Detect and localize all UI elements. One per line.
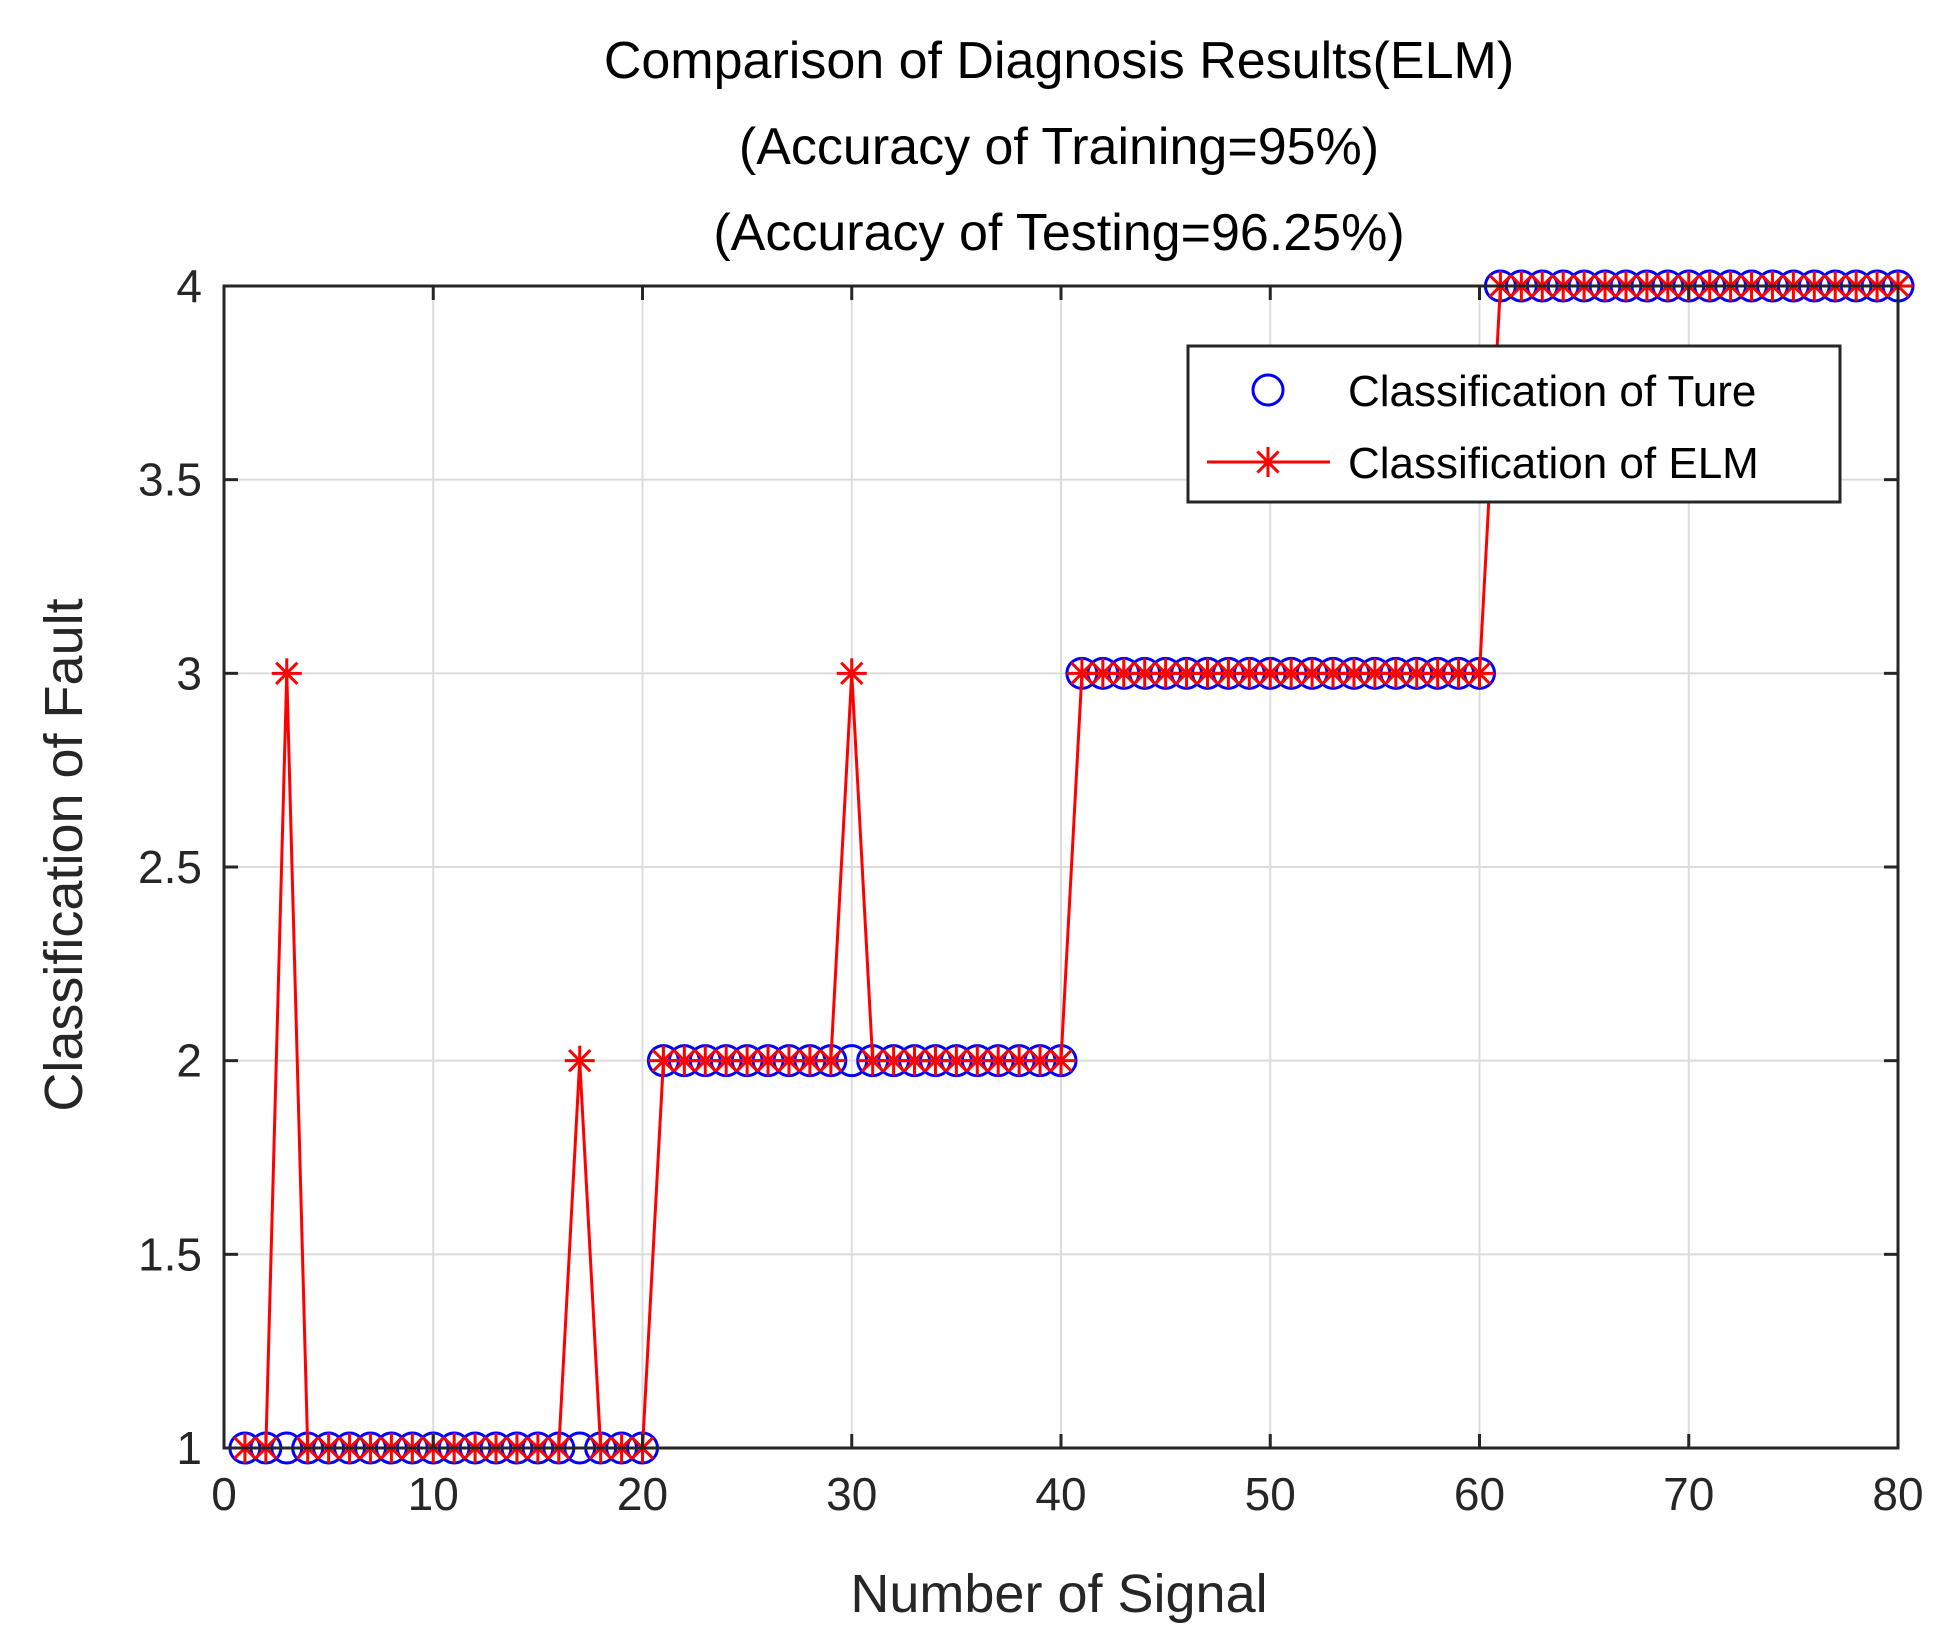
y-tick-label: 2.5 [138, 841, 202, 893]
x-axis-label: Number of Signal [850, 1564, 1267, 1624]
y-axis-label: Classification of Fault [34, 598, 94, 1111]
tick-labels: 0 10 20 30 40 50 60 70 80 1 1.5 2 2.5 3 3.5 4 [138, 260, 1924, 1520]
elm-point [878, 1045, 909, 1076]
tick-marks [222, 284, 1900, 1450]
legend-box [1186, 344, 1842, 504]
elm-point [564, 1045, 595, 1076]
y-tick-label: 1.5 [138, 1228, 202, 1280]
elm-point [711, 1045, 742, 1076]
x-tick-label: 50 [1245, 1468, 1296, 1520]
elm-point [1025, 1045, 1056, 1076]
series-elm-markers [229, 271, 1913, 1463]
elm-point [920, 1045, 951, 1076]
elm-point [648, 1045, 679, 1076]
x-tick-label: 40 [1035, 1468, 1086, 1520]
x-tick-label: 20 [617, 1468, 668, 1520]
legend-asterisk-shape [1253, 447, 1283, 477]
elm-point [815, 1045, 846, 1076]
y-tick-label: 2 [176, 1035, 202, 1087]
y-tick-label: 4 [176, 260, 202, 312]
legend-label-elm: Classification of ELM [1348, 439, 1759, 488]
y-tick-label: 3 [176, 647, 202, 699]
x-tick-label: 10 [408, 1468, 459, 1520]
legend-marker-asterisk [1253, 447, 1283, 477]
elm-point [983, 1045, 1014, 1076]
x-tick-label: 60 [1454, 1468, 1505, 1520]
elm-point [271, 658, 302, 689]
chart-title-line-3: (Accuracy of Testing=96.25%) [713, 204, 1404, 262]
legend: Classification of Ture Classification of… [1186, 344, 1842, 504]
elm-point [1276, 658, 1307, 689]
legend-marker-circle [1251, 373, 1285, 407]
elm-point [669, 1045, 700, 1076]
chart-title: Comparison of Diagnosis Results(ELM) (Ac… [604, 32, 1514, 262]
x-tick-label: 0 [211, 1468, 237, 1520]
y-tick-label: 1 [176, 1422, 202, 1474]
legend-entry-elm: Classification of ELM [1207, 439, 1759, 488]
x-tick-label: 70 [1663, 1468, 1714, 1520]
x-tick-label: 30 [826, 1468, 877, 1520]
elm-point [1464, 658, 1495, 689]
legend-label-true: Classification of Ture [1348, 367, 1756, 416]
elm-point [1046, 1045, 1076, 1076]
elm-point [857, 1045, 888, 1076]
x-tick-label: 80 [1872, 1468, 1923, 1520]
legend-entry-true: Classification of Ture [1251, 367, 1756, 416]
elm-point [1401, 658, 1432, 689]
elm-point [836, 658, 867, 689]
elm-point [941, 1045, 972, 1076]
y-tick-label: 3.5 [138, 454, 202, 506]
chart-title-line-2: (Accuracy of Training=95%) [739, 118, 1379, 176]
chart-title-line-1: Comparison of Diagnosis Results(ELM) [604, 32, 1514, 90]
